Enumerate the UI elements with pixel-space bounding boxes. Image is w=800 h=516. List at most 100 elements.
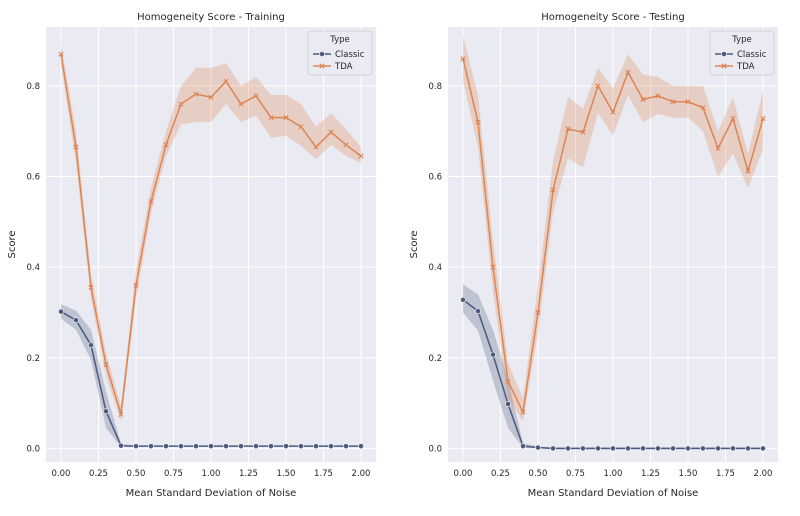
classic-point — [475, 308, 481, 315]
classic-point — [238, 443, 244, 450]
x-tick-label: 2.00 — [754, 469, 773, 479]
tda-point — [283, 115, 289, 121]
classic-point — [343, 443, 349, 450]
classic-point — [178, 443, 184, 450]
tda-point — [133, 282, 139, 288]
tda-point — [103, 361, 109, 368]
tda-point — [58, 51, 64, 57]
x-tick-label: 1.00 — [604, 469, 623, 479]
tda-point — [253, 93, 259, 99]
x-tick-label: 1.25 — [641, 469, 660, 479]
tda-point — [223, 78, 229, 84]
classic-point — [313, 443, 319, 450]
tda-point — [745, 168, 751, 174]
y-tick-label: 0.0 — [26, 444, 40, 454]
classic-point — [163, 443, 169, 450]
y-tick-label: 0.4 — [428, 263, 442, 273]
tda-point — [238, 101, 244, 107]
y-tick-label: 0.0 — [428, 444, 442, 454]
chart-training: 0.00 0.25 0.50 0.75 1.00 1.25 1.50 1.75 2.00 0.0 0… — [7, 12, 376, 499]
tda-point — [343, 142, 349, 148]
legend-swatch-marker — [721, 51, 727, 57]
legend-entry-tda: TDA — [736, 62, 755, 72]
y-tick-label: 0.6 — [26, 173, 40, 183]
x-tick-label: 1.25 — [239, 469, 258, 479]
classic-point — [268, 443, 274, 450]
tda-point — [565, 126, 571, 132]
classic-point — [670, 445, 676, 452]
legend-swatch-marker — [319, 51, 325, 57]
tda-point — [148, 198, 154, 205]
classic-point — [640, 445, 646, 452]
chart-testing: 0.00 0.25 0.50 0.75 1.00 1.25 1.50 1.75 2.00 0.0 0… — [409, 12, 778, 499]
tda-point — [670, 99, 676, 105]
classic-point — [745, 445, 751, 452]
y-axis-label: Score — [409, 230, 420, 258]
legend-swatch-marker — [319, 63, 325, 69]
tda-point — [475, 119, 481, 125]
x-tick-label: 0.50 — [529, 469, 548, 479]
tda-point — [505, 378, 511, 384]
x-tick-label: 0.00 — [454, 469, 473, 479]
classic-point — [685, 445, 691, 452]
classic-point — [625, 445, 631, 452]
y-tick-label: 0.8 — [26, 82, 40, 92]
x-tick-label: 1.75 — [314, 469, 333, 479]
classic-point — [580, 445, 586, 452]
classic-point — [595, 445, 601, 452]
classic-point — [565, 445, 571, 452]
legend-entry-classic: Classic — [335, 50, 365, 60]
classic-point — [118, 442, 124, 449]
legend-title: Type — [329, 35, 350, 45]
tda-point — [715, 145, 721, 152]
tda-point — [550, 187, 556, 193]
classic-point — [520, 443, 526, 450]
tda-point — [313, 144, 319, 150]
y-axis-label: Score — [7, 230, 18, 258]
tda-point — [460, 56, 466, 62]
classic-point — [298, 443, 304, 450]
classic-point — [328, 443, 334, 450]
tda-point — [700, 105, 706, 111]
classic-point — [223, 443, 229, 450]
tda-point — [685, 99, 691, 105]
tda-point — [490, 264, 496, 270]
x-tick-label: 0.25 — [491, 469, 510, 479]
y-tick-label: 0.4 — [26, 263, 40, 273]
legend-title: Type — [731, 35, 752, 45]
x-axis-label: Mean Standard Deviation of Noise — [126, 488, 297, 499]
tda-point — [178, 101, 184, 107]
tda-confidence-band — [463, 36, 763, 422]
classic-point — [208, 443, 214, 450]
tda-point — [163, 142, 169, 148]
tda-confidence-band — [61, 42, 361, 422]
classic-point — [193, 443, 199, 450]
x-tick-label: 0.00 — [52, 469, 71, 479]
tda-point — [193, 91, 199, 97]
legend: Type Classic TDA — [709, 30, 775, 76]
legend-entry-tda: TDA — [334, 62, 353, 72]
tda-point — [73, 144, 79, 150]
classic-point — [73, 317, 79, 324]
tda-point — [580, 129, 586, 135]
chart-title: Homogeneity Score - Testing — [541, 12, 684, 23]
tda-point — [88, 284, 94, 291]
classic-point — [460, 296, 466, 303]
classic-point — [760, 445, 766, 452]
tda-point — [610, 109, 616, 115]
classic-point — [505, 401, 511, 407]
tda-point — [358, 153, 364, 159]
classic-point — [730, 445, 736, 452]
x-tick-label: 1.50 — [679, 469, 698, 479]
legend-entry-classic: Classic — [737, 50, 767, 60]
y-tick-label: 0.2 — [26, 354, 40, 364]
classic-point — [358, 443, 364, 450]
x-tick-label: 0.25 — [89, 469, 108, 479]
classic-point — [283, 443, 289, 450]
chart-title: Homogeneity Score - Training — [137, 12, 285, 23]
classic-point — [253, 443, 259, 450]
classic-point — [490, 351, 496, 358]
classic-point — [715, 445, 721, 452]
x-tick-label: 1.00 — [202, 469, 221, 479]
y-tick-label: 0.8 — [428, 82, 442, 92]
